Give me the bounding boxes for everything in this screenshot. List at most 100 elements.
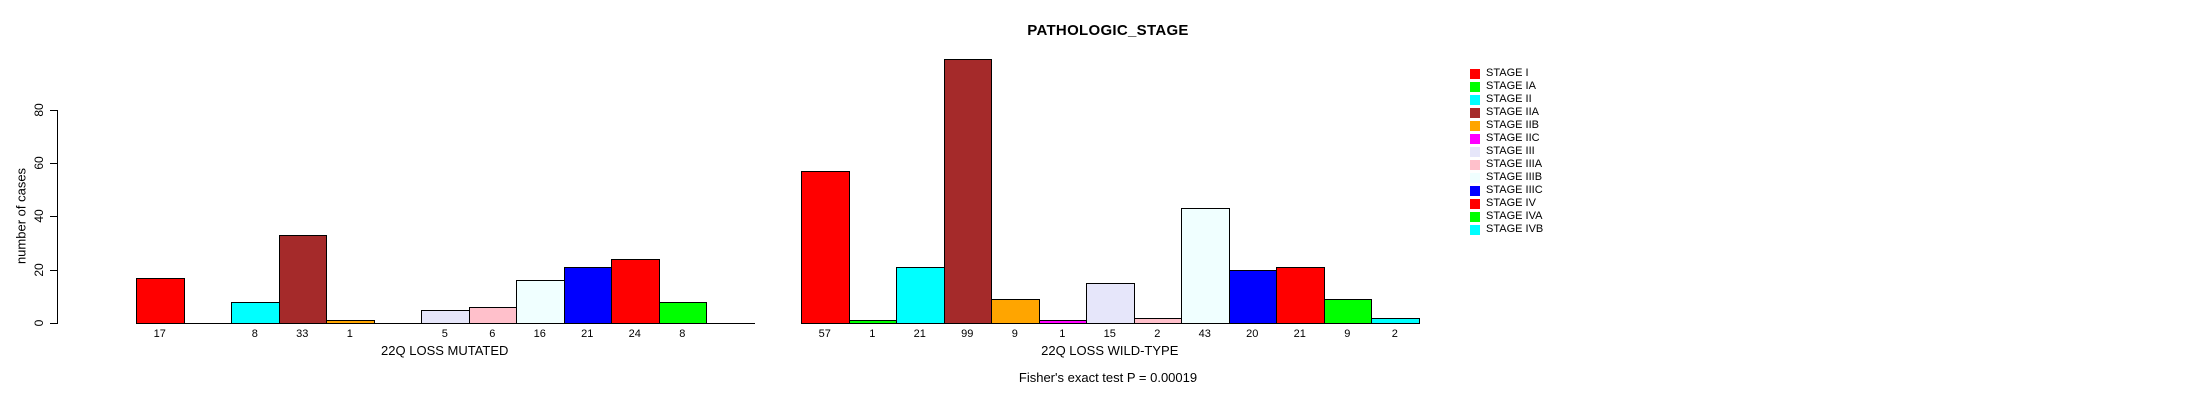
legend-label: STAGE IIIB <box>1486 171 1543 183</box>
bar <box>516 280 565 324</box>
legend-swatch <box>1470 224 1480 235</box>
bar-value-label: 9 <box>1344 328 1351 340</box>
bar <box>231 301 280 324</box>
bar-value-label: 21 <box>913 328 926 340</box>
bar <box>278 234 327 324</box>
legend-item: STAGE IV <box>1470 197 1543 210</box>
bar-value-label: 21 <box>581 328 594 340</box>
legend-label: STAGE IIIA <box>1486 158 1543 170</box>
group-label: 22Q LOSS WILD-TYPE <box>1041 343 1179 358</box>
bar-value-label: 16 <box>533 328 546 340</box>
bar-value-label: 1 <box>346 328 353 340</box>
bar-value-label: 8 <box>679 328 686 340</box>
bar <box>1133 317 1182 324</box>
legend-item: STAGE IA <box>1470 80 1543 93</box>
chart-title: PATHOLOGIC_STAGE <box>1027 22 1189 39</box>
legend-swatch <box>1470 94 1480 105</box>
bar-value-label: 9 <box>1011 328 1018 340</box>
bar <box>658 301 707 324</box>
legend-label: STAGE IVB <box>1486 223 1544 235</box>
legend-label: STAGE II <box>1486 93 1532 105</box>
legend-label: STAGE IIIC <box>1486 184 1543 196</box>
legend-item: STAGE III <box>1470 145 1543 158</box>
bar <box>421 309 470 324</box>
legend-item: STAGE IIA <box>1470 106 1543 119</box>
bar <box>1276 266 1325 324</box>
y-tick-label: 60 <box>32 156 46 170</box>
bar-value-label: 8 <box>251 328 258 340</box>
y-tick-label: 0 <box>32 319 46 327</box>
legend-label: STAGE I <box>1486 67 1529 79</box>
bar <box>848 320 897 324</box>
bar-value-label: 99 <box>961 328 974 340</box>
legend-label: STAGE IVA <box>1486 210 1543 222</box>
legend-swatch <box>1470 120 1480 131</box>
legend-label: STAGE IIB <box>1486 119 1539 131</box>
bar <box>1086 282 1135 324</box>
bar <box>1371 317 1420 324</box>
bar-value-label: 17 <box>153 328 166 340</box>
bar-value-label: 33 <box>296 328 309 340</box>
bar <box>136 277 185 324</box>
bar <box>468 306 517 324</box>
legend-item: STAGE IIIC <box>1470 184 1543 197</box>
legend-swatch <box>1470 146 1480 157</box>
bar-value-label: 2 <box>1154 328 1161 340</box>
bar-value-label: 1 <box>1059 328 1066 340</box>
bar <box>1228 269 1277 324</box>
bar <box>1038 320 1087 324</box>
bar <box>991 298 1040 324</box>
legend-swatch <box>1470 133 1480 144</box>
legend-swatch <box>1470 68 1480 79</box>
legend-swatch <box>1470 81 1480 92</box>
bar-value-label: 1 <box>869 328 876 340</box>
bar-value-label: 20 <box>1246 328 1259 340</box>
legend-label: STAGE IA <box>1486 80 1536 92</box>
legend-label: STAGE IIC <box>1486 132 1540 144</box>
bar <box>611 258 660 324</box>
legend-swatch <box>1470 172 1480 183</box>
bar-value-label: 43 <box>1198 328 1211 340</box>
legend-item: STAGE I <box>1470 67 1543 80</box>
legend-item: STAGE IIIB <box>1470 171 1543 184</box>
fisher-test-annotation: Fisher's exact test P = 0.00019 <box>1018 370 1198 385</box>
bar-value-label: 6 <box>489 328 496 340</box>
legend-item: STAGE IVB <box>1470 223 1543 236</box>
y-tick <box>50 109 57 111</box>
bar <box>801 170 850 324</box>
y-tick <box>50 162 57 164</box>
legend-label: STAGE III <box>1486 145 1535 157</box>
bar <box>896 266 945 324</box>
bar <box>1323 298 1372 324</box>
legend-swatch <box>1470 107 1480 118</box>
y-tick-label: 40 <box>32 209 46 223</box>
y-tick <box>50 216 57 218</box>
legend-label: STAGE IV <box>1486 197 1536 209</box>
bar-value-label: 24 <box>628 328 641 340</box>
group-label: 22Q LOSS MUTATED <box>381 343 509 358</box>
bar <box>943 58 992 324</box>
legend: STAGE I STAGE IA STAGE II STAGE IIA STAGE II… <box>1470 67 1543 236</box>
legend-item: STAGE IIC <box>1470 132 1543 145</box>
legend-item: STAGE IVA <box>1470 210 1543 223</box>
y-tick-label: 20 <box>32 262 46 277</box>
y-tick <box>50 269 57 271</box>
bar-value-label: 5 <box>441 328 448 340</box>
legend-item: STAGE II <box>1470 93 1543 106</box>
legend-item: STAGE IIB <box>1470 119 1543 132</box>
bar <box>326 320 375 324</box>
legend-swatch <box>1470 185 1480 196</box>
y-axis-line <box>57 109 58 324</box>
bar-value-label: 15 <box>1103 328 1116 340</box>
legend-item: STAGE IIIA <box>1470 158 1543 171</box>
bar-value-label: 21 <box>1293 328 1306 340</box>
bar-value-label: 57 <box>818 328 831 340</box>
bar <box>563 266 612 324</box>
legend-swatch <box>1470 211 1480 222</box>
bar <box>1181 208 1230 324</box>
y-tick-label: 80 <box>32 102 46 117</box>
bar-value-label: 2 <box>1391 328 1398 340</box>
y-tick <box>50 323 57 324</box>
